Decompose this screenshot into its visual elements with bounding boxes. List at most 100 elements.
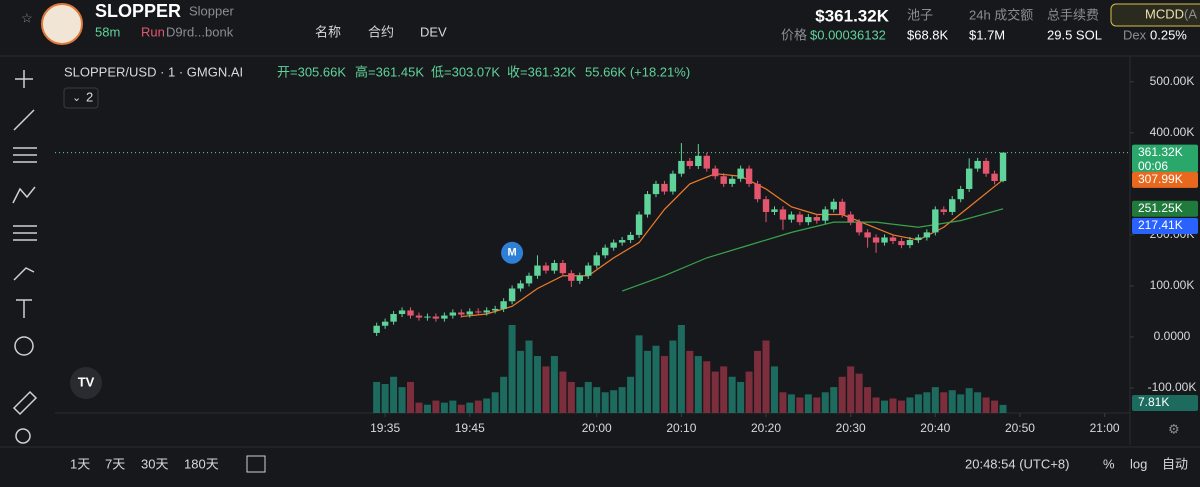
volume-bar bbox=[567, 381, 575, 413]
axis-option[interactable]: log bbox=[1130, 456, 1147, 471]
volume-bar bbox=[466, 402, 474, 413]
star-icon[interactable]: ☆ bbox=[21, 10, 33, 25]
indicator-arrow[interactable]: ⌄ bbox=[72, 92, 81, 104]
toolbar bbox=[12, 70, 38, 444]
range-button[interactable]: 30天 bbox=[141, 456, 168, 471]
candle-body bbox=[669, 173, 677, 192]
candle-body bbox=[830, 201, 837, 210]
x-tick-label: 20:40 bbox=[920, 421, 950, 435]
price-marker-label-bg bbox=[1132, 218, 1198, 235]
y-tick-label: 500.00K bbox=[1150, 74, 1195, 88]
link-dev[interactable]: DEV bbox=[420, 24, 447, 39]
volume-bar bbox=[398, 387, 406, 413]
token-address[interactable]: D9rd...bonk bbox=[166, 24, 234, 39]
price-marker-label: 217.41K bbox=[1138, 218, 1183, 232]
range-button[interactable]: 1天 bbox=[70, 456, 90, 471]
axis-option[interactable]: % bbox=[1103, 456, 1115, 471]
candle-body bbox=[923, 232, 931, 238]
link-name[interactable]: 名称 bbox=[315, 24, 341, 39]
candle-body bbox=[652, 183, 660, 195]
candle-body bbox=[525, 275, 533, 284]
volume-bar bbox=[897, 400, 905, 413]
candle-body bbox=[576, 275, 584, 281]
ruler-tool[interactable] bbox=[12, 390, 38, 416]
volume-bar bbox=[982, 397, 990, 413]
candle-body bbox=[686, 160, 694, 167]
settings-icon[interactable]: ⚙ bbox=[1168, 421, 1180, 436]
volume-bar bbox=[855, 373, 863, 413]
badge-text[interactable]: MCDD bbox=[1145, 6, 1184, 21]
event-marker-label: M bbox=[508, 247, 517, 259]
candle-body bbox=[618, 240, 626, 243]
volume-bar bbox=[923, 392, 931, 413]
zoom-tool[interactable] bbox=[15, 428, 31, 444]
volume-bar bbox=[390, 376, 398, 413]
badge[interactable] bbox=[1110, 3, 1200, 27]
token-status: Run bbox=[141, 24, 165, 39]
text-tool[interactable] bbox=[16, 299, 32, 318]
crosshair-tool[interactable] bbox=[15, 70, 33, 88]
volume-bar bbox=[720, 366, 728, 413]
footer: 1天 7天 30天 180天 20:48:54 (UTC+8)% log 自动 bbox=[70, 456, 1188, 471]
volume-bar bbox=[931, 387, 939, 413]
clock: 20:48:54 (UTC+8) bbox=[965, 456, 1069, 471]
volume-bar bbox=[770, 366, 778, 413]
measure-tool[interactable] bbox=[13, 225, 37, 241]
line-tool[interactable] bbox=[13, 109, 35, 131]
pattern-tool[interactable] bbox=[12, 186, 36, 204]
candle-body bbox=[508, 288, 516, 302]
volume-bar bbox=[906, 397, 914, 413]
volume-bar bbox=[373, 381, 381, 413]
indicator-count[interactable]: 2 bbox=[86, 89, 93, 104]
brush-tool[interactable] bbox=[13, 267, 35, 281]
candle-body bbox=[889, 237, 897, 242]
y-tick-label: 100.00K bbox=[1150, 278, 1195, 292]
candle-body bbox=[373, 325, 380, 333]
candle-body bbox=[965, 168, 973, 189]
stat-value: 29.5 SOL bbox=[1047, 27, 1102, 42]
candle-body bbox=[728, 178, 736, 184]
candle-body bbox=[542, 265, 550, 271]
volume-bar bbox=[762, 340, 770, 413]
emoji-tool[interactable] bbox=[14, 336, 34, 356]
volume-bar bbox=[974, 392, 982, 413]
volume-bar bbox=[872, 397, 880, 413]
candle-body bbox=[957, 188, 964, 200]
candle-body bbox=[500, 301, 507, 309]
candle-body bbox=[712, 168, 719, 177]
ma-line bbox=[461, 173, 1004, 318]
volume-bar bbox=[525, 340, 533, 413]
link-contract[interactable]: 合约 bbox=[368, 24, 394, 39]
volume-bar bbox=[652, 345, 660, 413]
candle-body bbox=[813, 217, 821, 221]
ma-label: 307.99K bbox=[1138, 172, 1183, 186]
x-tick-label: 20:00 bbox=[582, 421, 612, 435]
axis-option[interactable]: 自动 bbox=[1162, 456, 1188, 471]
fib-tool[interactable] bbox=[13, 147, 37, 163]
range-button[interactable]: 180天 bbox=[184, 456, 219, 471]
candle-body bbox=[788, 214, 795, 220]
tv-logo-text: TV bbox=[78, 374, 95, 389]
volume-bar bbox=[948, 390, 956, 413]
candle-body bbox=[779, 209, 787, 220]
header-bg bbox=[0, 0, 1200, 56]
indicator-toggle[interactable] bbox=[63, 87, 99, 109]
volume-bar bbox=[694, 356, 702, 413]
range-button[interactable]: 7天 bbox=[105, 456, 125, 471]
event-marker[interactable] bbox=[501, 241, 524, 264]
candle-body bbox=[737, 168, 744, 179]
volume-bar bbox=[542, 366, 550, 413]
candle-body bbox=[720, 176, 727, 184]
chart-title: SLOPPER/USD · 1 · GMGN.AI bbox=[64, 64, 243, 79]
candle-body bbox=[475, 311, 482, 313]
candle-body bbox=[559, 262, 567, 274]
volume-bar bbox=[474, 400, 482, 413]
calendar-icon[interactable] bbox=[246, 455, 266, 473]
volume-bar bbox=[813, 397, 821, 413]
candle-body bbox=[610, 242, 617, 248]
volume-bar bbox=[635, 335, 643, 413]
candle-body bbox=[678, 160, 685, 174]
token-name: Slopper bbox=[189, 3, 234, 18]
volume-bar bbox=[618, 387, 626, 413]
